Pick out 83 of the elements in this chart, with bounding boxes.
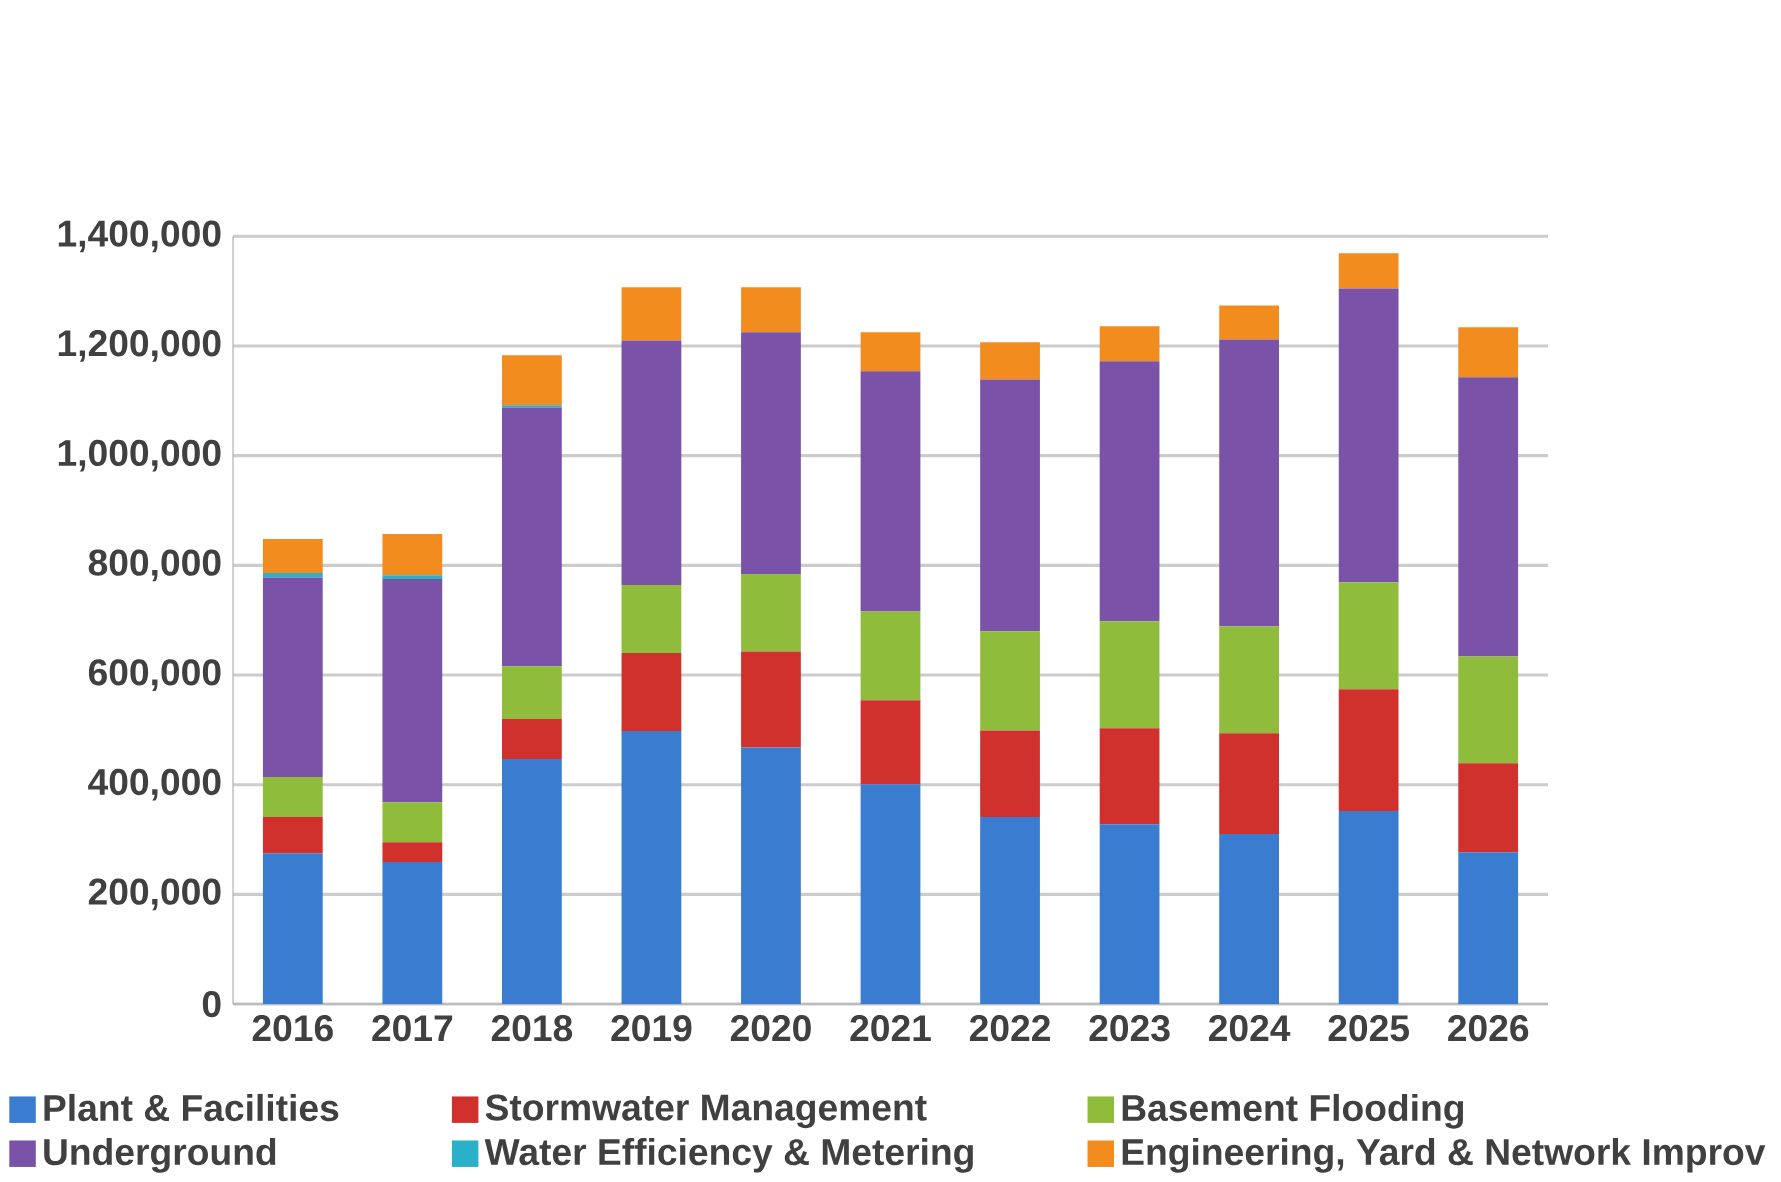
bar (1219, 626, 1279, 734)
legend-label: Stormwater Management (485, 1094, 927, 1129)
bar (382, 802, 443, 843)
bar (980, 379, 1040, 632)
y-tick-label: 1,400,000 (58, 220, 221, 253)
bar (1219, 305, 1279, 340)
bar (262, 539, 323, 574)
bar (262, 577, 323, 778)
bar (741, 747, 801, 1005)
bar (1338, 288, 1399, 583)
bar (1458, 377, 1519, 657)
bar (1338, 811, 1399, 1005)
bar (502, 758, 562, 1005)
bar (860, 784, 921, 1005)
bar (382, 862, 443, 1005)
x-tick-label: 2018 (491, 1015, 573, 1042)
bar (1338, 253, 1399, 289)
bar (621, 653, 682, 731)
x-tick-label: 2022 (969, 1015, 1050, 1042)
bar (1458, 327, 1519, 378)
bar (262, 817, 323, 854)
bar (1099, 824, 1160, 1005)
bar (980, 730, 1040, 818)
bar (1099, 621, 1160, 729)
x-tick-label: 2019 (611, 1015, 692, 1042)
bar (741, 651, 801, 748)
y-tick-label: 800,000 (88, 549, 221, 582)
bar (502, 666, 562, 719)
bar (860, 371, 921, 612)
legend-label: Underground (44, 1137, 276, 1173)
y-tick-label: 600,000 (88, 659, 221, 691)
bar (741, 287, 801, 333)
bar (502, 718, 562, 759)
bar (1099, 326, 1160, 362)
x-tick-label: 2020 (730, 1015, 811, 1042)
bar (621, 731, 682, 1005)
bar (860, 700, 921, 785)
bar (262, 777, 323, 818)
legend-label: Water Efficiency & Metering (484, 1137, 973, 1173)
bar (741, 574, 801, 652)
bar (1458, 656, 1519, 764)
bar (502, 355, 562, 406)
bar (1458, 763, 1519, 853)
y-tick-label: 1,000,000 (58, 439, 221, 472)
x-tick-label: 2023 (1089, 1015, 1170, 1042)
legend-label: Engineering, Yard & Network Improv (1122, 1137, 1766, 1173)
bar (1099, 361, 1160, 622)
bar (980, 342, 1040, 380)
bar (621, 585, 682, 654)
bar (741, 332, 801, 575)
y-tick-label: 1,200,000 (58, 330, 221, 362)
legend-label: Basement Flooding (1122, 1093, 1464, 1129)
bar (980, 817, 1040, 1005)
bar (1338, 689, 1399, 812)
bar (382, 575, 443, 580)
x-tick-label: 2025 (1328, 1015, 1409, 1042)
y-tick-label: 400,000 (88, 768, 221, 801)
bar (860, 611, 921, 701)
bar (262, 853, 323, 1005)
bar (262, 573, 323, 578)
bar (1099, 728, 1160, 825)
bar (382, 842, 443, 863)
x-tick-label: 2021 (850, 1015, 931, 1042)
x-tick-label: 2016 (252, 1015, 333, 1042)
x-tick-label: 2017 (372, 1015, 453, 1042)
bar (980, 631, 1040, 731)
y-tick-label: 0 (202, 990, 221, 1018)
bar (1458, 852, 1519, 1005)
legend-label: Plant & Facilities (44, 1093, 339, 1122)
bar (502, 405, 562, 408)
bar (382, 534, 443, 576)
x-tick-label: 2026 (1448, 1015, 1529, 1042)
bar (621, 287, 682, 341)
bar (1219, 834, 1279, 1005)
x-tick-label: 2024 (1209, 1015, 1291, 1042)
y-tick-label: 200,000 (88, 878, 221, 911)
bar (621, 340, 682, 586)
bar (502, 407, 562, 667)
bar (1219, 733, 1279, 835)
bar (1338, 582, 1399, 690)
bar (1219, 339, 1279, 627)
bar (382, 579, 443, 803)
bar (860, 332, 921, 372)
